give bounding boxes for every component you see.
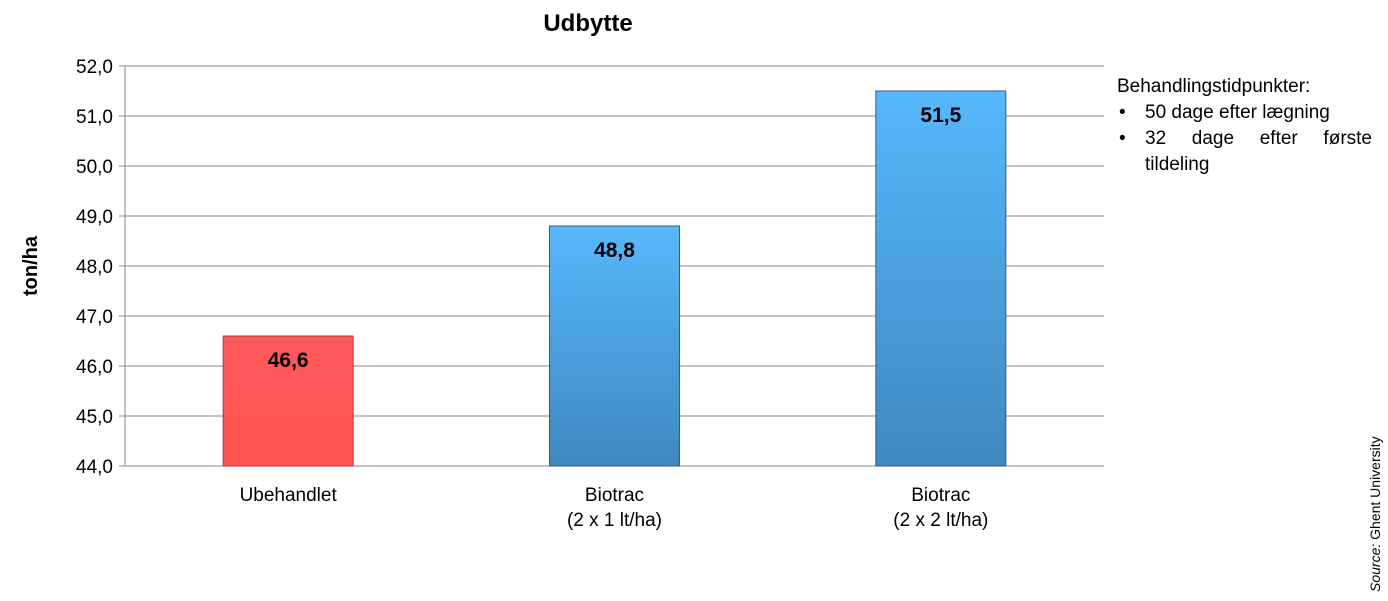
- y-tick-label: 46,0: [76, 357, 113, 378]
- x-tick-label: (2 x 1 lt/ha): [567, 510, 662, 531]
- note-heading: Behandlingstidpunkter:: [1117, 76, 1311, 97]
- y-tick-label: 49,0: [76, 207, 113, 228]
- y-tick-label: 44,0: [76, 457, 113, 478]
- bar: [549, 225, 680, 467]
- y-tick-label: 48,0: [76, 257, 113, 278]
- y-tick-label: 47,0: [76, 307, 113, 328]
- chart-title: Udbytte: [543, 10, 633, 37]
- x-tick-label: Ubehandlet: [240, 485, 338, 506]
- x-tick-label: Biotrac: [911, 485, 970, 506]
- data-label: 48,8: [594, 239, 635, 262]
- note-item: 32 dage efter første tildeling: [1117, 126, 1372, 178]
- x-tick-label: Biotrac: [585, 485, 644, 506]
- note-item: 50 dage efter lægning: [1117, 100, 1372, 126]
- y-tick-label: 50,0: [76, 157, 113, 178]
- y-tick-label: 51,0: [76, 107, 113, 128]
- y-axis-label: ton/ha: [20, 235, 42, 296]
- bar: [222, 335, 354, 467]
- data-label: 46,6: [268, 349, 309, 372]
- bar: [875, 90, 1007, 467]
- source-note: Source: Ghent University: [1367, 436, 1383, 592]
- y-tick-label: 45,0: [76, 407, 113, 428]
- x-tick-label: (2 x 2 lt/ha): [893, 510, 988, 531]
- y-tick-label: 52,0: [76, 57, 113, 78]
- treatment-note: Behandlingstidpunkter: 50 dage efter læg…: [1117, 74, 1372, 178]
- data-label: 51,5: [920, 104, 961, 127]
